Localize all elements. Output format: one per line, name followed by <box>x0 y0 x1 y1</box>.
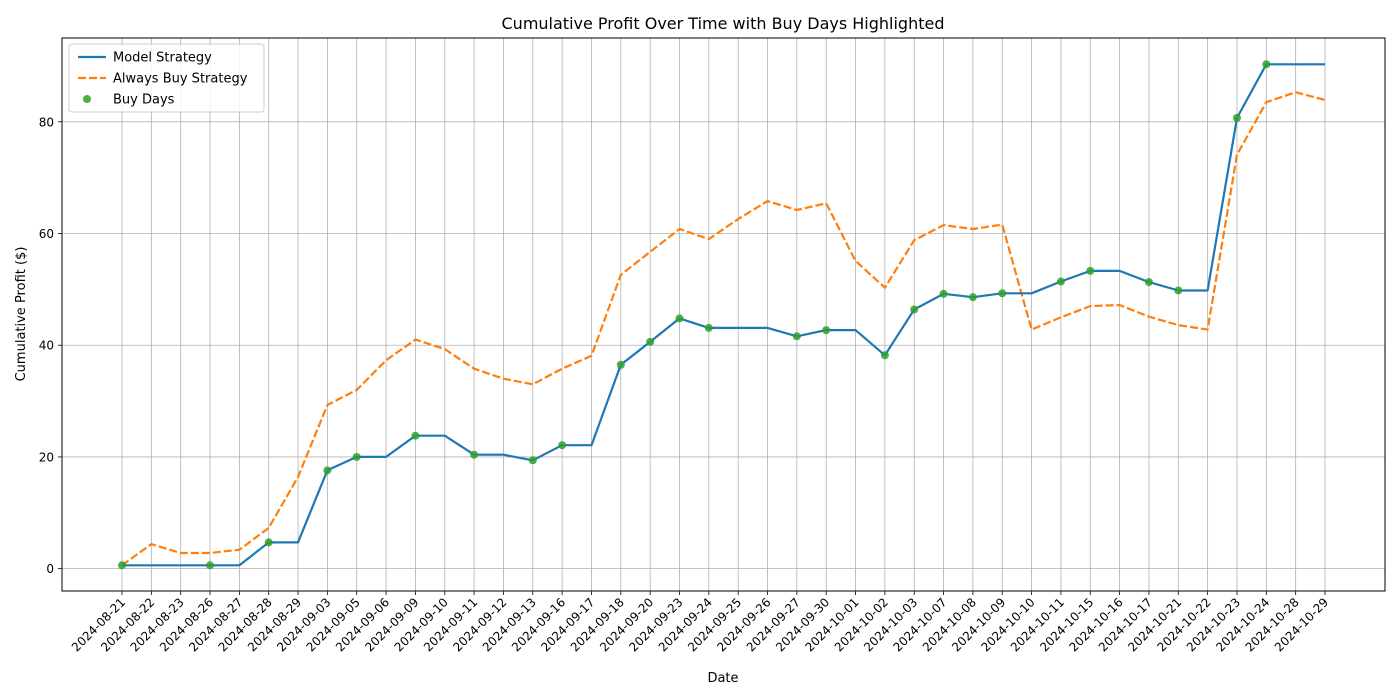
legend-box <box>68 43 265 113</box>
buy-day-marker <box>675 314 684 323</box>
buy-day-marker <box>470 450 479 459</box>
buy-day-marker <box>616 360 625 369</box>
plot-frame <box>61 37 1386 592</box>
buy-day-marker <box>1262 60 1271 69</box>
buy-day-marker <box>1056 277 1065 286</box>
grid-lines <box>62 38 1385 591</box>
buy-day-marker <box>411 431 420 440</box>
y-tick-label: 20 <box>39 450 54 464</box>
chart-title: Cumulative Profit Over Time with Buy Day… <box>502 14 945 33</box>
series-line-model-strategy <box>122 63 1325 567</box>
legend-label-model-strategy: Model Strategy <box>113 51 212 66</box>
buy-day-marker <box>792 332 801 341</box>
legend-label-always-buy-strategy: Always Buy Strategy <box>113 72 248 87</box>
buy-day-marker <box>910 305 919 314</box>
buy-day-marker <box>998 289 1007 298</box>
buy-day-marker <box>206 561 215 570</box>
buy-day-marker <box>1232 113 1241 122</box>
y-axis: 0 20 40 60 80 <box>39 115 62 576</box>
buy-day-marker <box>939 289 948 298</box>
buy-day-marker <box>704 323 713 332</box>
buy-day-marker <box>528 456 537 465</box>
buy-day-marker <box>822 326 831 335</box>
buy-day-marker <box>264 538 273 547</box>
buy-day-marker <box>646 337 655 346</box>
y-tick-label: 60 <box>39 227 54 241</box>
buy-day-marker <box>118 561 126 570</box>
legend-marker-buy-days <box>83 95 91 103</box>
buy-day-marker <box>352 452 361 461</box>
legend: Model Strategy Always Buy Strategy Buy D… <box>68 43 265 113</box>
x-axis-label: Date <box>707 671 738 686</box>
buy-day-marker <box>558 441 567 450</box>
buy-day-marker <box>880 351 889 360</box>
buy-day-marker <box>1144 278 1153 287</box>
buy-day-marker <box>968 293 977 302</box>
legend-label-buy-days: Buy Days <box>113 93 175 108</box>
buy-day-marker <box>1174 286 1183 295</box>
buy-day-marker <box>1086 266 1095 275</box>
buy-day-marker <box>323 466 332 475</box>
y-tick-label: 40 <box>39 339 54 353</box>
plot-series <box>118 60 1326 570</box>
y-tick-label: 80 <box>39 115 54 129</box>
y-axis-label: Cumulative Profit ($) <box>14 247 29 382</box>
y-tick-label: 0 <box>46 562 54 576</box>
